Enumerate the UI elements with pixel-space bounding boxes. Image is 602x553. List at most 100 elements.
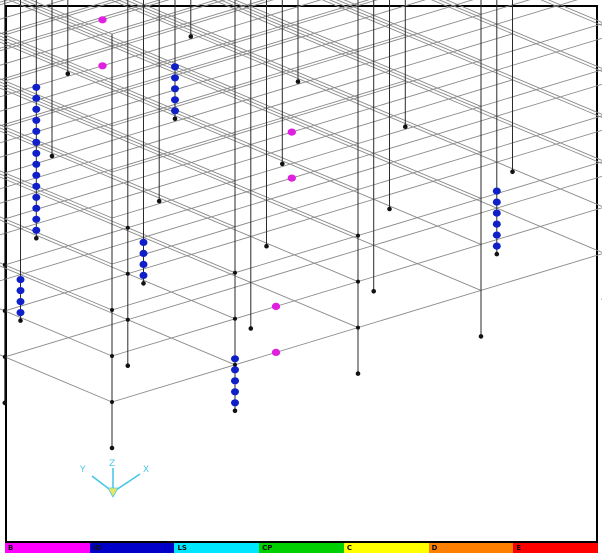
legend-label: D <box>431 544 438 552</box>
base-node <box>2 400 8 406</box>
beam-line <box>0 354 113 403</box>
base-node <box>280 161 285 167</box>
legend-label: C <box>346 544 353 552</box>
joint-node <box>2 308 7 313</box>
beam-line <box>438 0 602 69</box>
joint-node <box>125 271 130 276</box>
hinge-io <box>492 187 501 195</box>
base-node <box>355 371 361 376</box>
base-node <box>49 153 55 159</box>
hinge-io <box>231 366 239 374</box>
beam-line <box>117 0 482 153</box>
beam-line <box>0 125 513 282</box>
hinge-b <box>271 348 281 356</box>
base-node <box>125 363 131 369</box>
legend-segment: IO <box>89 543 175 553</box>
beam-line <box>0 124 113 173</box>
base-node <box>156 198 162 204</box>
axis-label-x: X <box>143 465 149 475</box>
hinge-io <box>139 249 148 257</box>
hinge-b <box>287 174 296 182</box>
beam-line <box>0 262 113 311</box>
hinge-io <box>32 160 41 168</box>
legend-segment: B <box>5 543 90 553</box>
beam-line <box>4 129 602 312</box>
base-node <box>188 34 194 39</box>
hinge-io <box>231 355 239 363</box>
joint-nodes <box>2 34 602 451</box>
joint-node <box>125 317 130 322</box>
beam-line <box>0 176 359 329</box>
legend-segment: C <box>343 543 429 553</box>
column-lines <box>4 0 513 448</box>
joint-node <box>356 325 360 330</box>
hinge-io <box>32 193 41 201</box>
beam-line <box>0 173 236 274</box>
beam-line <box>0 41 482 245</box>
beam-line <box>4 175 602 358</box>
hinge-io <box>32 149 41 157</box>
base-node <box>141 281 146 286</box>
base-node <box>248 326 254 331</box>
base-node <box>65 71 71 76</box>
beam-line <box>0 130 359 283</box>
base-node <box>172 116 178 122</box>
beam-line <box>111 0 379 81</box>
legend-segment: E <box>513 543 599 553</box>
base-node <box>387 206 392 212</box>
hinge-io <box>16 309 25 317</box>
hinge-io <box>492 242 501 250</box>
beam-line <box>111 0 531 127</box>
beam-line <box>111 0 226 35</box>
plastic-hinges <box>16 16 501 407</box>
hinge-status-legend: B IO LS CP C D E <box>5 543 599 553</box>
hinge-io <box>32 204 41 212</box>
beam-line <box>4 0 122 36</box>
hinge-io <box>32 138 41 146</box>
hinge-io <box>16 298 25 306</box>
beam-line <box>234 0 359 53</box>
beam-grid <box>0 0 602 403</box>
hinge-io <box>171 107 179 115</box>
beam-line <box>0 80 406 204</box>
beam-line <box>336 0 482 61</box>
hinge-io <box>171 63 179 71</box>
beam-line <box>110 0 602 207</box>
beam-line <box>0 0 474 144</box>
beam-line <box>4 0 579 174</box>
beam-line <box>0 0 218 66</box>
hinge-io <box>32 226 41 234</box>
hinge-io <box>32 171 41 179</box>
hinge-io <box>492 231 501 239</box>
joint-node <box>356 279 360 284</box>
joint-node <box>356 233 360 238</box>
joint-node <box>110 400 114 404</box>
hinge-io <box>171 74 179 82</box>
beam-line <box>0 0 114 35</box>
hinge-b <box>271 302 281 310</box>
beam-line <box>430 0 602 72</box>
hinge-io <box>32 83 41 91</box>
hinge-io <box>32 127 41 135</box>
base-node <box>371 289 377 294</box>
beam-line <box>111 115 602 265</box>
joint-node <box>110 354 114 358</box>
legend-label: LS <box>177 544 187 552</box>
joint-node <box>110 308 114 312</box>
beam-line <box>0 265 236 366</box>
hinge-io <box>32 116 41 124</box>
beam-line <box>4 37 602 220</box>
beam-line <box>0 0 322 98</box>
hinge-io <box>492 198 501 206</box>
beam-line <box>111 23 602 173</box>
beam-line <box>124 0 359 99</box>
beam-line <box>0 84 359 237</box>
hinge-b <box>98 16 107 24</box>
beam-line <box>111 69 602 219</box>
legend-segment: CP <box>259 543 344 553</box>
joint-node <box>233 270 237 275</box>
beam-line <box>0 79 513 236</box>
beam-line <box>67 27 602 253</box>
